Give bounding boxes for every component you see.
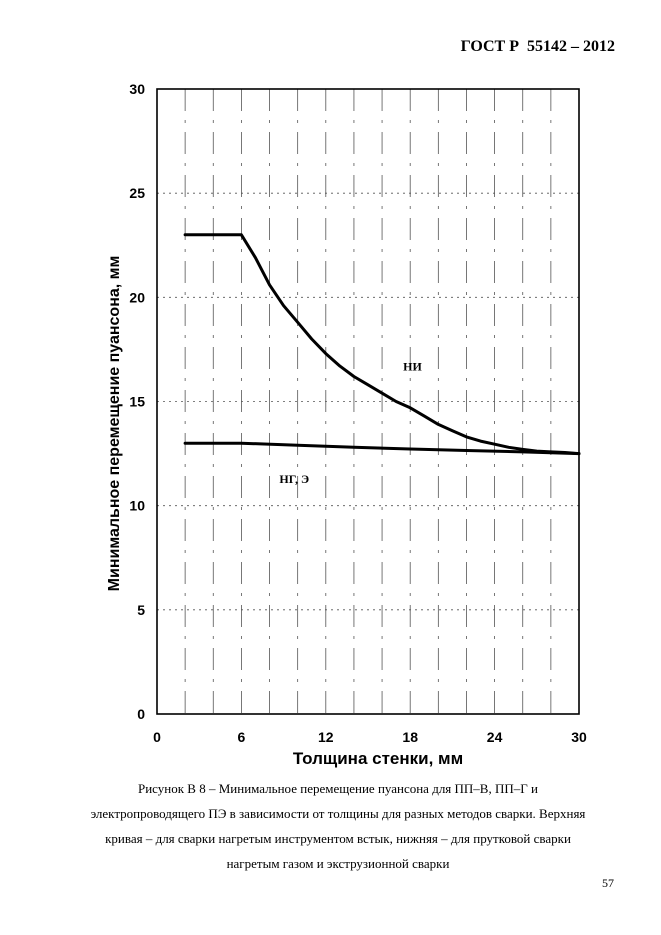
x-tick-label: 6 [238, 729, 246, 745]
x-tick-label: 18 [402, 729, 418, 745]
curve-annotation: НИ [403, 359, 422, 373]
caption-line-1: Рисунок В 8 – Минимальное перемещение пу… [138, 781, 538, 796]
x-tick-label: 24 [487, 729, 503, 745]
caption-line-3: кривая – для сварки нагретым инструменто… [105, 831, 571, 846]
y-tick-label: 15 [129, 394, 145, 410]
x-axis-title: Толщина стенки, мм [293, 749, 463, 768]
y-tick-label: 20 [129, 289, 145, 305]
y-tick-label: 25 [129, 185, 145, 201]
y-tick-label: 5 [137, 602, 145, 618]
series-line-2 [183, 441, 581, 456]
x-tick-label: 12 [318, 729, 334, 745]
y-tick-label: 10 [129, 498, 145, 514]
x-tick-label: 30 [571, 729, 587, 745]
x-tick-label: 0 [153, 729, 161, 745]
curve-annotation: НГ, Э [279, 472, 309, 486]
document-header: ГОСТ Р 55142 – 2012 [460, 38, 615, 55]
caption-line-4: нагретым газом и экструзионной сварки [226, 856, 450, 871]
plot-frame [156, 88, 580, 715]
chart: 0 6 12 18 24 30 0 5 10 15 20 25 30 Толщина стенки, мм… [106, 81, 587, 768]
caption-line-2: электропроводящего ПЭ в зависимости от т… [90, 806, 586, 821]
y-tick-label: 0 [137, 706, 145, 722]
y-tick-label: 30 [129, 81, 145, 97]
y-axis-title: Минимальное перемещение пуансона, мм [106, 256, 123, 592]
page-number: 57 [602, 876, 614, 890]
series-line-1 [183, 233, 581, 456]
figure-caption: Рисунок В 8 – Минимальное перемещение пу… [60, 776, 616, 876]
